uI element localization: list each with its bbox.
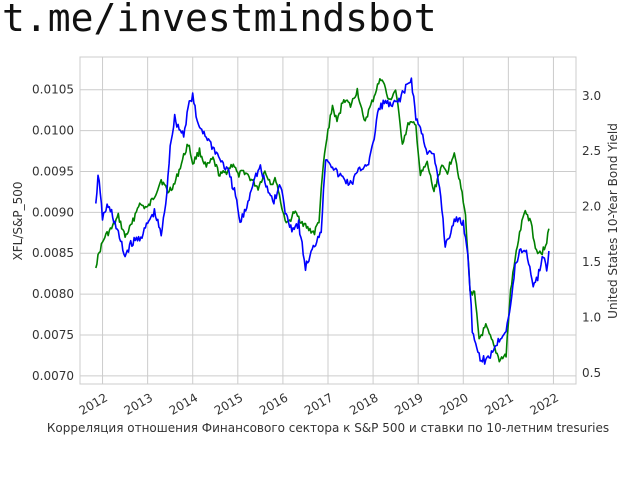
x-tick-label: 2019: [392, 390, 425, 417]
right-tick-label: 2.5: [582, 144, 601, 158]
left-tick-label: 0.0070: [32, 369, 74, 383]
right-tick-label: 1.0: [582, 310, 601, 324]
x-tick-label: 2022: [528, 390, 561, 417]
series-line-xfl-sp500: [95, 78, 550, 363]
x-tick-label: 2016: [257, 390, 290, 417]
left-tick-label: 0.0095: [32, 164, 74, 178]
left-axis-ticks: 0.0070 0.0075 0.0080 0.0085 0.0090 0.0095 0.01…: [32, 83, 74, 383]
x-tick-label: 2018: [347, 390, 380, 417]
x-tick-label: 2014: [167, 390, 200, 417]
left-tick-label: 0.0075: [32, 328, 74, 342]
left-tick-label: 0.0080: [32, 287, 74, 301]
right-tick-label: 2.0: [582, 200, 601, 214]
right-tick-label: 3.0: [582, 89, 601, 103]
right-tick-label: 1.5: [582, 255, 601, 269]
right-axis-ticks: 0.5 1.0 1.5 2.0 2.5 3.0: [582, 89, 601, 380]
grid-lines: [80, 57, 576, 384]
x-tick-label: 2017: [302, 390, 335, 417]
left-tick-label: 0.0100: [32, 124, 74, 138]
left-tick-label: 0.0105: [32, 83, 74, 97]
x-tick-label: 2012: [77, 390, 110, 417]
right-axis-label: United States 10-Year Bond Yield: [606, 123, 620, 319]
series-layer: [95, 77, 550, 365]
x-tick-label: 2013: [122, 390, 155, 417]
right-tick-label: 0.5: [582, 366, 601, 380]
x-tick-label: 2015: [212, 390, 245, 417]
watermark-text: t.me/investmindsbot: [2, 0, 437, 40]
series-line-us10y-yield: [95, 77, 550, 365]
x-tick-label: 2021: [482, 390, 515, 417]
x-tick-label: 2020: [437, 390, 470, 417]
left-tick-label: 0.0085: [32, 246, 74, 260]
left-tick-label: 0.0090: [32, 205, 74, 219]
x-axis-label: Корреляция отношения Финансового сектора…: [47, 421, 609, 435]
x-axis-ticks: 2012 2013 2014 2015 2016 2017 2018 2019 2020 2021…: [77, 390, 561, 417]
plot-area-frame: [79, 56, 577, 385]
left-axis-label: XFL/S&P_500: [11, 182, 25, 261]
